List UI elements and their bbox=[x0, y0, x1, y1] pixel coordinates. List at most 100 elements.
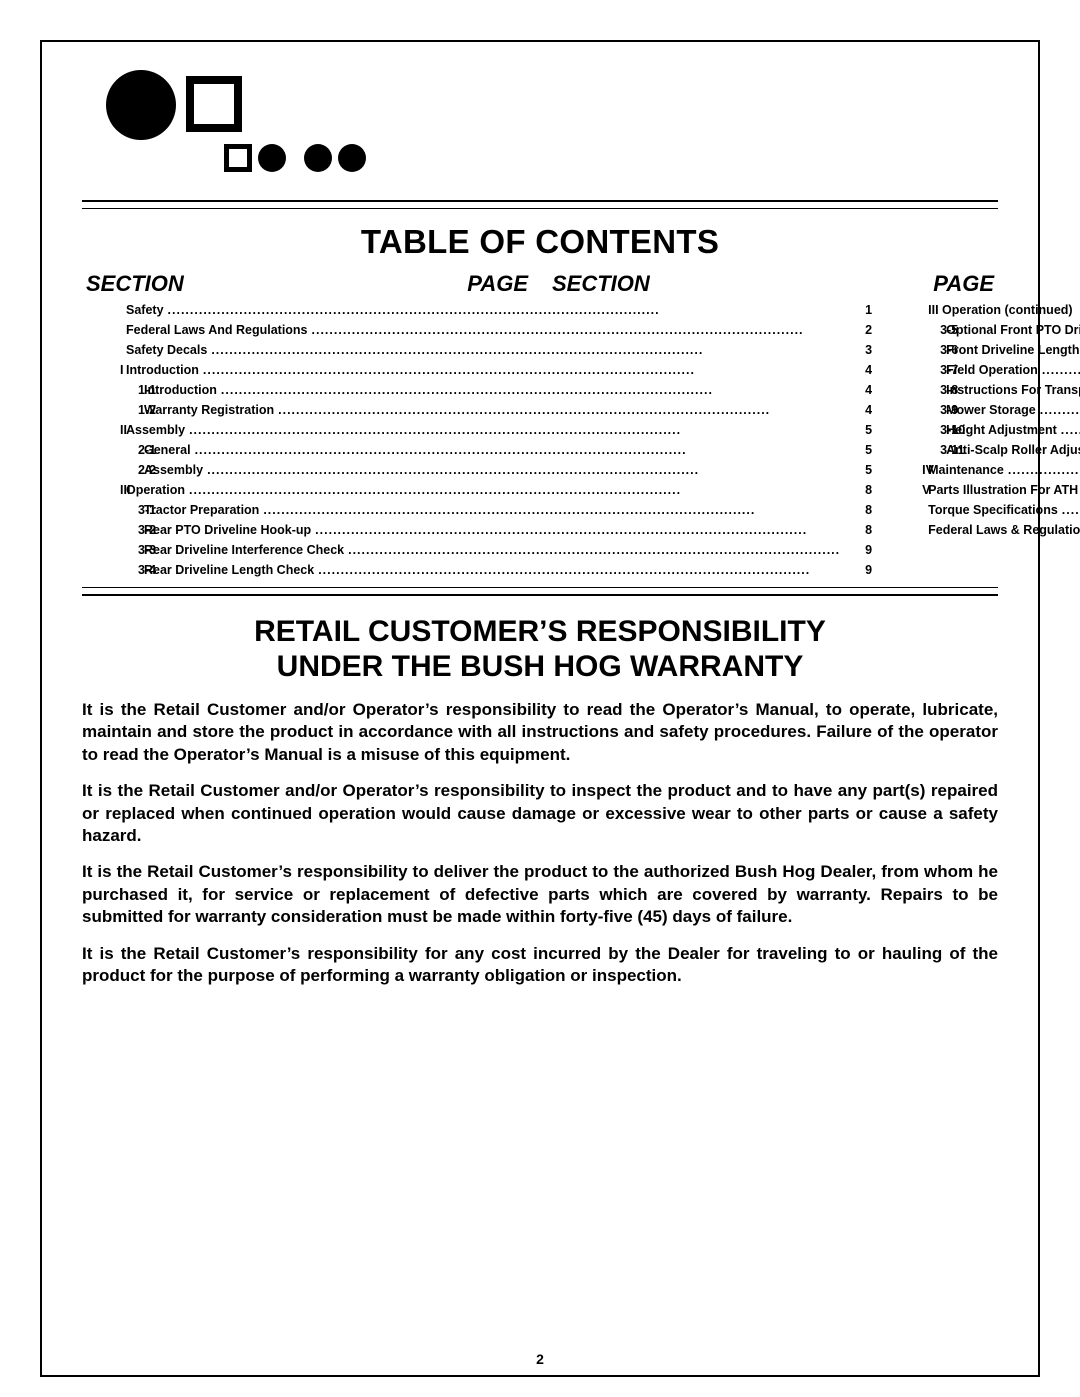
warranty-paragraph: It is the Retail Customer and/or Operato… bbox=[82, 780, 998, 847]
toc-row: 1-1Introduction.........................… bbox=[86, 383, 872, 397]
toc-row-num: 1-1 bbox=[86, 383, 144, 397]
toc-row-label: Rear PTO Driveline Hook-up bbox=[144, 523, 311, 537]
toc-row: 3-11Anti-Scalp Roller Adjustment........… bbox=[888, 443, 1080, 457]
toc-row-page: 5 bbox=[844, 463, 872, 477]
warranty-title-line2: UNDER THE BUSH HOG WARRANTY bbox=[82, 649, 998, 684]
toc-row-leader: ........................................… bbox=[318, 563, 840, 577]
logo-small-dot-icon bbox=[338, 144, 366, 172]
toc-header-section: SECTION bbox=[86, 271, 458, 297]
toc-left-column: Safety..................................… bbox=[86, 303, 872, 577]
toc-row-num: 2-2 bbox=[86, 463, 144, 477]
toc-row-num: 3-10 bbox=[888, 423, 946, 437]
logo-small-square-icon bbox=[224, 144, 252, 172]
toc-row-label: Rear Driveline Interference Check bbox=[144, 543, 344, 557]
toc-row: IIntroduction...........................… bbox=[86, 363, 872, 377]
toc-row-label: Anti-Scalp Roller Adjustment bbox=[946, 443, 1080, 457]
logo bbox=[90, 70, 998, 190]
toc-row-page: 4 bbox=[844, 403, 872, 417]
toc-columns: Safety..................................… bbox=[82, 297, 998, 587]
toc-headers: SECTION PAGE SECTION PAGE bbox=[82, 271, 998, 297]
warranty-title: RETAIL CUSTOMER’S RESPONSIBILITY UNDER T… bbox=[82, 614, 998, 685]
toc-row-num: 1-2 bbox=[86, 403, 144, 417]
toc-row-leader: ........................................… bbox=[195, 443, 841, 457]
toc-row-label: Warranty Registration bbox=[144, 403, 274, 417]
toc-row: 3-6Front Driveline Length Check.........… bbox=[888, 343, 1080, 357]
logo-small-dot-icon bbox=[304, 144, 332, 172]
toc-row-page: 5 bbox=[844, 423, 872, 437]
toc-row-page: 4 bbox=[844, 363, 872, 377]
toc-row: 3-2Rear PTO Driveline Hook-up...........… bbox=[86, 523, 872, 537]
toc-row-leader: ........................................… bbox=[207, 463, 840, 477]
toc-row-label: Front Driveline Length Check bbox=[946, 343, 1080, 357]
toc-row-leader: ........................................… bbox=[1042, 363, 1080, 377]
toc-row-label: Torque Specifications bbox=[928, 503, 1058, 517]
toc-row-page: 3 bbox=[844, 343, 872, 357]
toc-row-num: IV bbox=[888, 463, 928, 477]
toc-row-label: Rear Driveline Length Check bbox=[144, 563, 314, 577]
toc-row-page: 8 bbox=[844, 503, 872, 517]
warranty-paragraph: It is the Retail Customer’s responsibili… bbox=[82, 861, 998, 928]
toc-row-leader: ........................................… bbox=[312, 323, 841, 337]
toc-row: 2-2Assembly.............................… bbox=[86, 463, 872, 477]
toc-row: 3-7Field Operation......................… bbox=[888, 363, 1080, 377]
toc-row-page: 5 bbox=[844, 443, 872, 457]
toc-row-leader: ........................................… bbox=[1008, 463, 1080, 477]
page-number: 2 bbox=[42, 1351, 1038, 1367]
toc-row: VParts Illustration For ATH 720 Mower...… bbox=[888, 483, 1080, 497]
toc-row-num: 3-7 bbox=[888, 363, 946, 377]
toc-row: IVMaintenance...........................… bbox=[888, 463, 1080, 477]
toc-row-num: 3-5 bbox=[888, 323, 946, 337]
toc-row-num: 3-11 bbox=[888, 443, 946, 457]
logo-small-dot-icon bbox=[258, 144, 286, 172]
toc-row: Federal Laws And Regulations............… bbox=[86, 323, 872, 337]
toc-row-num: 3-6 bbox=[888, 343, 946, 357]
toc-row: 3-5Optional Front PTO Driveline.........… bbox=[888, 323, 1080, 337]
toc-row-label: Operation bbox=[126, 483, 185, 497]
toc-row-label: Federal Laws And Regulations bbox=[126, 323, 308, 337]
toc-row-leader: ........................................… bbox=[221, 383, 840, 397]
toc-row-label: Parts Illustration For ATH 720 Mower bbox=[928, 483, 1080, 497]
logo-dot-icon bbox=[106, 70, 176, 140]
toc-row-leader: ........................................… bbox=[203, 363, 840, 377]
toc-row-page: 4 bbox=[844, 383, 872, 397]
toc-row-label: Instructions For Transport bbox=[946, 383, 1080, 397]
toc-row-leader: ........................................… bbox=[189, 483, 840, 497]
toc-row: III Operation (continued) bbox=[888, 303, 1080, 317]
toc-row-num: 3-3 bbox=[86, 543, 144, 557]
toc-row-label: General bbox=[144, 443, 191, 457]
divider bbox=[82, 208, 998, 209]
warranty-body: It is the Retail Customer and/or Operato… bbox=[82, 699, 998, 988]
toc-row-label: Introduction bbox=[144, 383, 217, 397]
toc-row-heading: III Operation (continued) bbox=[928, 303, 1072, 317]
toc-row: 3-1Tractor Preparation..................… bbox=[86, 503, 872, 517]
toc-row: 3-9Mower Storage........................… bbox=[888, 403, 1080, 417]
toc-header-section: SECTION bbox=[552, 271, 924, 297]
toc-row-label: Assembly bbox=[126, 423, 185, 437]
toc-row-num: 2-1 bbox=[86, 443, 144, 457]
toc-header-page: PAGE bbox=[458, 271, 528, 297]
toc-row: 2-1General..............................… bbox=[86, 443, 872, 457]
toc-row: 3-10Height Adjustment...................… bbox=[888, 423, 1080, 437]
toc-title: TABLE OF CONTENTS bbox=[82, 223, 998, 261]
toc-row: 3-3Rear Driveline Interference Check....… bbox=[86, 543, 872, 557]
toc-row-num: 3-1 bbox=[86, 503, 144, 517]
toc-row: IIIOperation............................… bbox=[86, 483, 872, 497]
logo-small-row bbox=[224, 144, 366, 172]
toc-row-num: II bbox=[86, 423, 126, 437]
toc-row-label: Introduction bbox=[126, 363, 199, 377]
toc-row-leader: ........................................… bbox=[189, 423, 840, 437]
toc-row: IIAssembly..............................… bbox=[86, 423, 872, 437]
toc-row-label: Maintenance bbox=[928, 463, 1004, 477]
toc-row-label: Federal Laws & Regulations bbox=[928, 523, 1080, 537]
toc-row-num: 3-2 bbox=[86, 523, 144, 537]
toc-row-num: I bbox=[86, 363, 126, 377]
toc-row-page: 8 bbox=[844, 523, 872, 537]
toc-row-label: Assembly bbox=[144, 463, 203, 477]
toc-row-page: 9 bbox=[844, 543, 872, 557]
warranty-paragraph: It is the Retail Customer’s responsibili… bbox=[82, 943, 998, 988]
page-border: TABLE OF CONTENTS SECTION PAGE SECTION P… bbox=[40, 40, 1040, 1377]
toc-row-label: Mower Storage bbox=[946, 403, 1036, 417]
toc-row-label: Optional Front PTO Driveline bbox=[946, 323, 1080, 337]
logo-square-icon bbox=[186, 76, 242, 132]
toc-row-label: Height Adjustment bbox=[946, 423, 1057, 437]
